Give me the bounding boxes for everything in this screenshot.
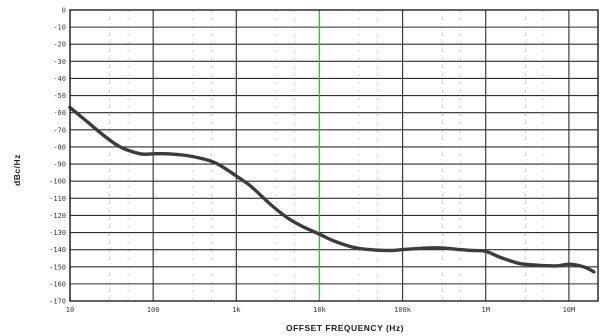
- y-tick-label: -90: [53, 161, 66, 169]
- x-tick-label: 1k: [232, 306, 241, 314]
- series-layer: [68, 105, 596, 274]
- y-tick-label: -110: [49, 195, 66, 203]
- x-tick-label: 100: [147, 306, 160, 314]
- y-tick-label: -120: [49, 212, 66, 220]
- y-tick-label: -100: [49, 178, 66, 186]
- y-tick-label: -150: [49, 263, 66, 271]
- plot-frame: [69, 9, 599, 302]
- y-tick-label: -20: [53, 41, 66, 49]
- y-tick-labels: 0 -10 -20 -30 -40 -50 -60 -70 -80 -90 -100 -110 -120…: [49, 7, 66, 306]
- y-tick-label: -50: [53, 92, 66, 100]
- x-tick-label: 10k: [313, 306, 326, 314]
- x-tick-labels: 10 100 1k 10k 100k 1M 10M: [66, 306, 575, 314]
- x-tick-label: 1M: [482, 306, 490, 314]
- y-tick-label: -80: [53, 143, 66, 151]
- y-tick-label: -60: [53, 109, 66, 117]
- series-line: [68, 105, 596, 274]
- x-tick-label: 10M: [563, 306, 576, 314]
- y-tick-label: -10: [53, 24, 66, 32]
- x-tick-label: 10: [66, 306, 74, 314]
- x-tick-label: 100k: [394, 306, 412, 314]
- plot-border: [69, 9, 599, 302]
- y-axis-title: dBc/Hz: [12, 154, 22, 186]
- y-tick-label: -170: [49, 298, 66, 306]
- y-tick-label: -160: [49, 280, 66, 288]
- y-tick-label: -130: [49, 229, 66, 237]
- y-tick-label: -70: [53, 126, 66, 134]
- x-axis-title: OFFSET FREQUENCY (Hz): [286, 323, 404, 333]
- y-tick-label: -140: [49, 246, 66, 254]
- y-tick-label: 0: [62, 7, 66, 15]
- y-tick-label: -30: [53, 58, 66, 66]
- y-tick-label: -40: [53, 75, 66, 83]
